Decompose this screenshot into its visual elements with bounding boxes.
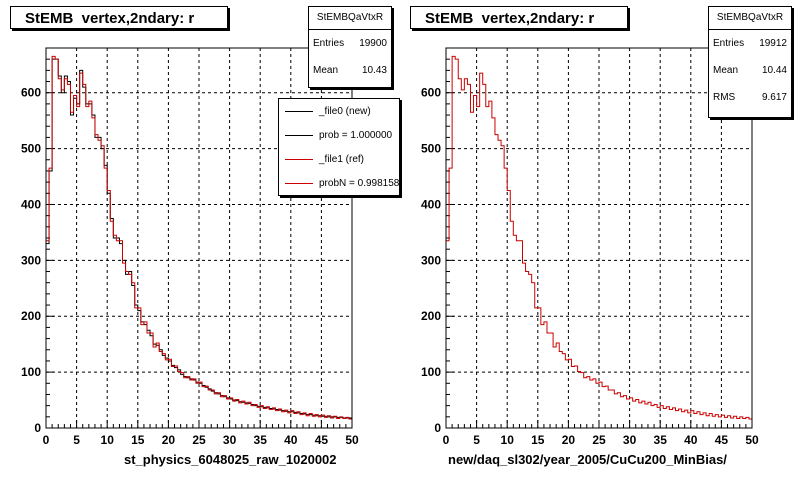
x-tick-label: 0 xyxy=(43,433,50,447)
x-tick-label: 20 xyxy=(162,433,176,447)
x-tick-label: 50 xyxy=(745,433,759,447)
y-tick-label: 200 xyxy=(21,309,41,323)
y-tick-label: 100 xyxy=(421,365,441,379)
plot-frame xyxy=(445,47,753,429)
y-tick-label: 100 xyxy=(21,365,41,379)
y-tick-label: 0 xyxy=(34,421,41,435)
legend-label: probN = 0.998158 xyxy=(319,177,400,189)
x-tick-label: 5 xyxy=(473,433,480,447)
legend-entry: _file0 (new) xyxy=(279,99,399,123)
x-tick-label: 35 xyxy=(654,433,668,447)
histogram-series-1 xyxy=(45,55,353,428)
x-tick-label: 15 xyxy=(531,433,545,447)
legend-label: _file1 (ref) xyxy=(319,153,365,165)
plot-frame xyxy=(45,47,353,429)
x-tick-label: 25 xyxy=(192,433,206,447)
stats-row-mean: Mean 10.44 xyxy=(709,57,791,84)
legend-line-red xyxy=(285,158,313,160)
legend: _file0 (new) prob = 1.000000 _file1 (ref… xyxy=(278,98,400,196)
stats-row-mean: Mean 10.43 xyxy=(309,57,391,84)
legend-entry: prob = 1.000000 xyxy=(279,123,399,147)
x-tick-label: 10 xyxy=(501,433,515,447)
legend-line-red xyxy=(285,182,313,184)
stats-label: Mean xyxy=(713,65,739,76)
chart-title: StEMB vertex,2ndary: r xyxy=(10,6,228,29)
stats-row-entries: Entries 19900 xyxy=(309,30,391,57)
y-tick-label: 400 xyxy=(421,197,441,211)
legend-entry: probN = 0.998158 xyxy=(279,171,399,195)
x-tick-label: 45 xyxy=(315,433,329,447)
stats-value: 10.44 xyxy=(761,65,787,76)
x-tick-label: 15 xyxy=(131,433,145,447)
stats-label: RMS xyxy=(713,92,736,103)
y-tick-label: 200 xyxy=(421,309,441,323)
x-tick-label: 35 xyxy=(254,433,268,447)
stats-title: StEMBQaVtxR xyxy=(709,7,791,30)
x-tick-label: 30 xyxy=(223,433,237,447)
x-tick-label: 40 xyxy=(684,433,698,447)
y-tick-label: 300 xyxy=(21,253,41,267)
x-tick-label: 50 xyxy=(345,433,359,447)
stats-value: 10.43 xyxy=(361,65,387,76)
x-axis-label: st_physics_6048025_raw_1020002 xyxy=(124,452,337,467)
x-tick-label: 45 xyxy=(715,433,729,447)
legend-line-black xyxy=(285,110,313,112)
y-tick-label: 300 xyxy=(421,253,441,267)
stats-row-entries: Entries 19912 xyxy=(709,30,791,57)
stats-label: Entries xyxy=(313,38,345,49)
legend-entry: _file1 (ref) xyxy=(279,147,399,171)
x-tick-label: 25 xyxy=(592,433,606,447)
y-tick-label: 0 xyxy=(434,421,441,435)
x-tick-label: 40 xyxy=(284,433,298,447)
stats-label: Mean xyxy=(313,65,339,76)
chart-title: StEMB vertex,2ndary: r xyxy=(410,6,628,29)
x-axis-label: new/daq_sl302/year_2005/CuCu200_MinBias/ xyxy=(448,452,727,467)
stats-value: 19912 xyxy=(759,38,787,49)
histogram-series-0 xyxy=(445,55,753,428)
y-tick-label: 500 xyxy=(421,142,441,156)
stats-value: 19900 xyxy=(359,38,387,49)
stats-value: 9.617 xyxy=(761,92,787,103)
y-tick-label: 600 xyxy=(421,86,441,100)
histogram-panel-left: StEMB vertex,2ndary: r 0 5 10 15 20 25 30 35 40 4… xyxy=(0,0,400,480)
x-tick-label: 30 xyxy=(623,433,637,447)
x-tick-label: 5 xyxy=(73,433,80,447)
x-tick-label: 0 xyxy=(443,433,450,447)
stats-box: StEMBQaVtxR Entries 19900 Mean 10.43 xyxy=(308,6,392,88)
stats-label: Entries xyxy=(713,38,745,49)
x-tick-label: 20 xyxy=(562,433,576,447)
legend-label: prob = 1.000000 xyxy=(319,129,393,141)
legend-line-black xyxy=(285,134,313,136)
histogram-panel-right: StEMB vertex,2ndary: r 0 5 10 15 20 25 30 35 40 4… xyxy=(400,0,800,480)
legend-label: _file0 (new) xyxy=(319,105,371,117)
stats-title: StEMBQaVtxR xyxy=(309,7,391,30)
stats-row-rms: RMS 9.617 xyxy=(709,84,791,111)
stats-box: StEMBQaVtxR Entries 19912 Mean 10.44 RMS… xyxy=(708,6,792,118)
x-tick-label: 10 xyxy=(101,433,115,447)
y-tick-label: 600 xyxy=(21,86,41,100)
y-tick-label: 500 xyxy=(21,142,41,156)
y-tick-label: 400 xyxy=(21,197,41,211)
